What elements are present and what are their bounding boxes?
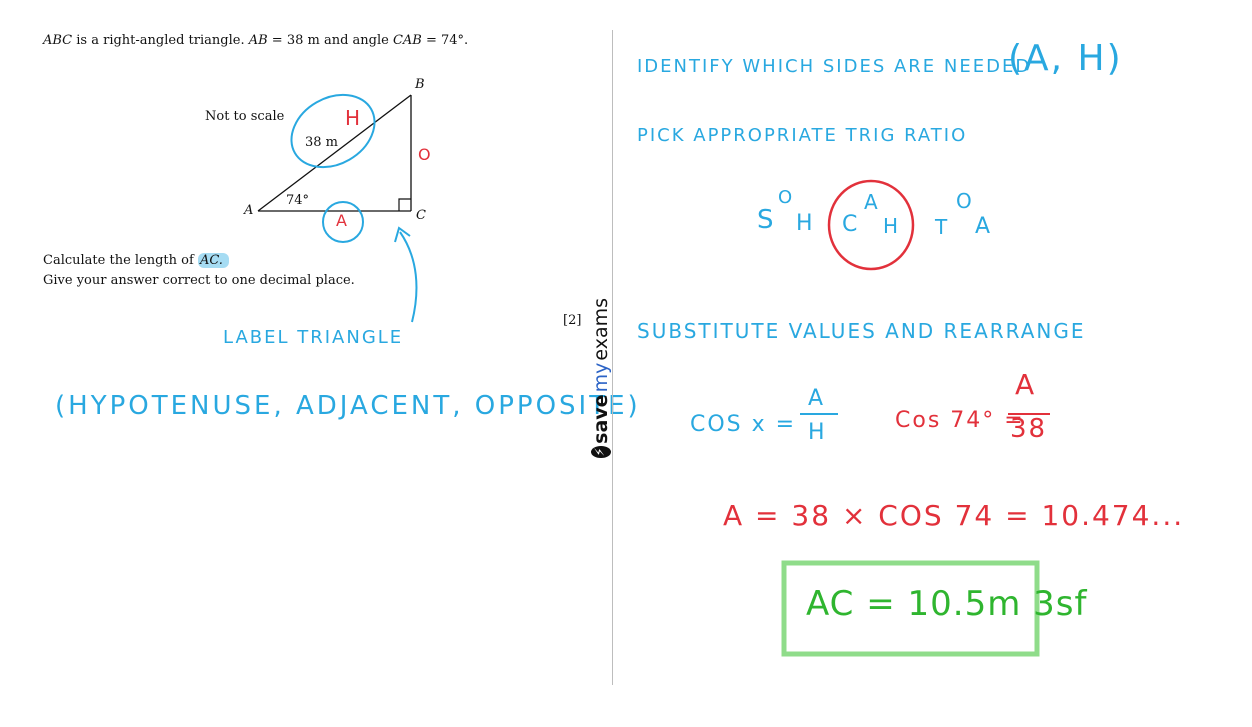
- adjacent-circle: [322, 201, 364, 243]
- intro-cab: CAB: [392, 33, 422, 48]
- formula-lhs: COS x =: [690, 412, 797, 437]
- arrow-head: [394, 226, 411, 243]
- brand-exams: exams: [590, 298, 612, 361]
- hypotenuse-circle: [290, 93, 376, 169]
- intro-abc: ABC: [43, 33, 73, 48]
- calculate-text-main: Calculate the length of: [43, 253, 198, 268]
- adj-mark: A: [336, 211, 349, 230]
- step1-sides: (A, H): [1008, 38, 1123, 79]
- ac-highlight: AC.: [197, 253, 229, 268]
- marks: [2]: [563, 313, 582, 328]
- brand-save: save: [590, 394, 612, 444]
- step2-text: PICK APPROPRIATE TRIG RATIO: [637, 125, 968, 146]
- cah-c: C: [842, 212, 860, 237]
- instruction-text: Give your answer correct to one decimal …: [43, 273, 355, 288]
- formula-num: A: [808, 386, 826, 411]
- formula-den: H: [808, 420, 827, 445]
- final-answer: AC = 10.5m 3sf: [806, 584, 1088, 624]
- brand-logo: ⚡ save my exams: [588, 298, 614, 458]
- cah-circle: [827, 179, 915, 271]
- side-length-label: 38 m: [305, 135, 339, 150]
- opp-mark: O: [418, 145, 433, 164]
- calculate-text: Calculate the length of AC.: [43, 253, 229, 268]
- brand-my: my: [590, 362, 612, 393]
- page-divider: [612, 30, 613, 685]
- step3-text: SUBSTITUTE VALUES AND REARRANGE: [637, 319, 1086, 343]
- label-triangle-note: LABEL TRIANGLE: [223, 327, 404, 348]
- sub-den: 38: [1010, 414, 1048, 444]
- vertex-c-label: C: [416, 208, 426, 223]
- question-intro: ABC is a right-angled triangle. AB = 38 …: [43, 33, 468, 48]
- sub-lhs: Cos 74° =: [895, 408, 1025, 433]
- toa-bottom: A: [975, 214, 993, 239]
- sub-num: A: [1015, 368, 1037, 401]
- cah-top: A: [864, 190, 880, 214]
- bolt-icon: ⚡: [591, 445, 611, 458]
- right-angle-marker: [398, 198, 411, 211]
- answer-box: [781, 560, 1040, 657]
- vertex-a-label: A: [244, 203, 254, 218]
- vertex-b-label: B: [415, 77, 425, 92]
- label-arrow: [399, 231, 418, 323]
- not-to-scale-label: Not to scale: [205, 109, 285, 124]
- cah-bottom: H: [883, 214, 901, 238]
- soh-bottom: H: [796, 211, 815, 236]
- soh-top: O: [778, 187, 795, 208]
- hyp-mark: H: [345, 106, 363, 130]
- sides-list-note: (HYPOTENUSE, ADJACENT, OPPOSITE): [55, 391, 641, 421]
- intro-text-2: = 38 m and angle: [267, 33, 393, 48]
- toa-t: T: [935, 215, 950, 239]
- angle-label: 74°: [286, 193, 310, 208]
- intro-text-1: is a right-angled triangle.: [72, 33, 249, 48]
- step1-text: IDENTIFY WHICH SIDES ARE NEEDED: [637, 56, 1032, 77]
- soh-s: S: [757, 205, 776, 235]
- intro-ab: AB: [248, 33, 268, 48]
- side-ab: [257, 94, 412, 212]
- toa-top: O: [956, 189, 974, 213]
- calc-line: A = 38 × COS 74 = 10.474...: [723, 499, 1185, 532]
- intro-text-3: = 74°.: [421, 33, 469, 48]
